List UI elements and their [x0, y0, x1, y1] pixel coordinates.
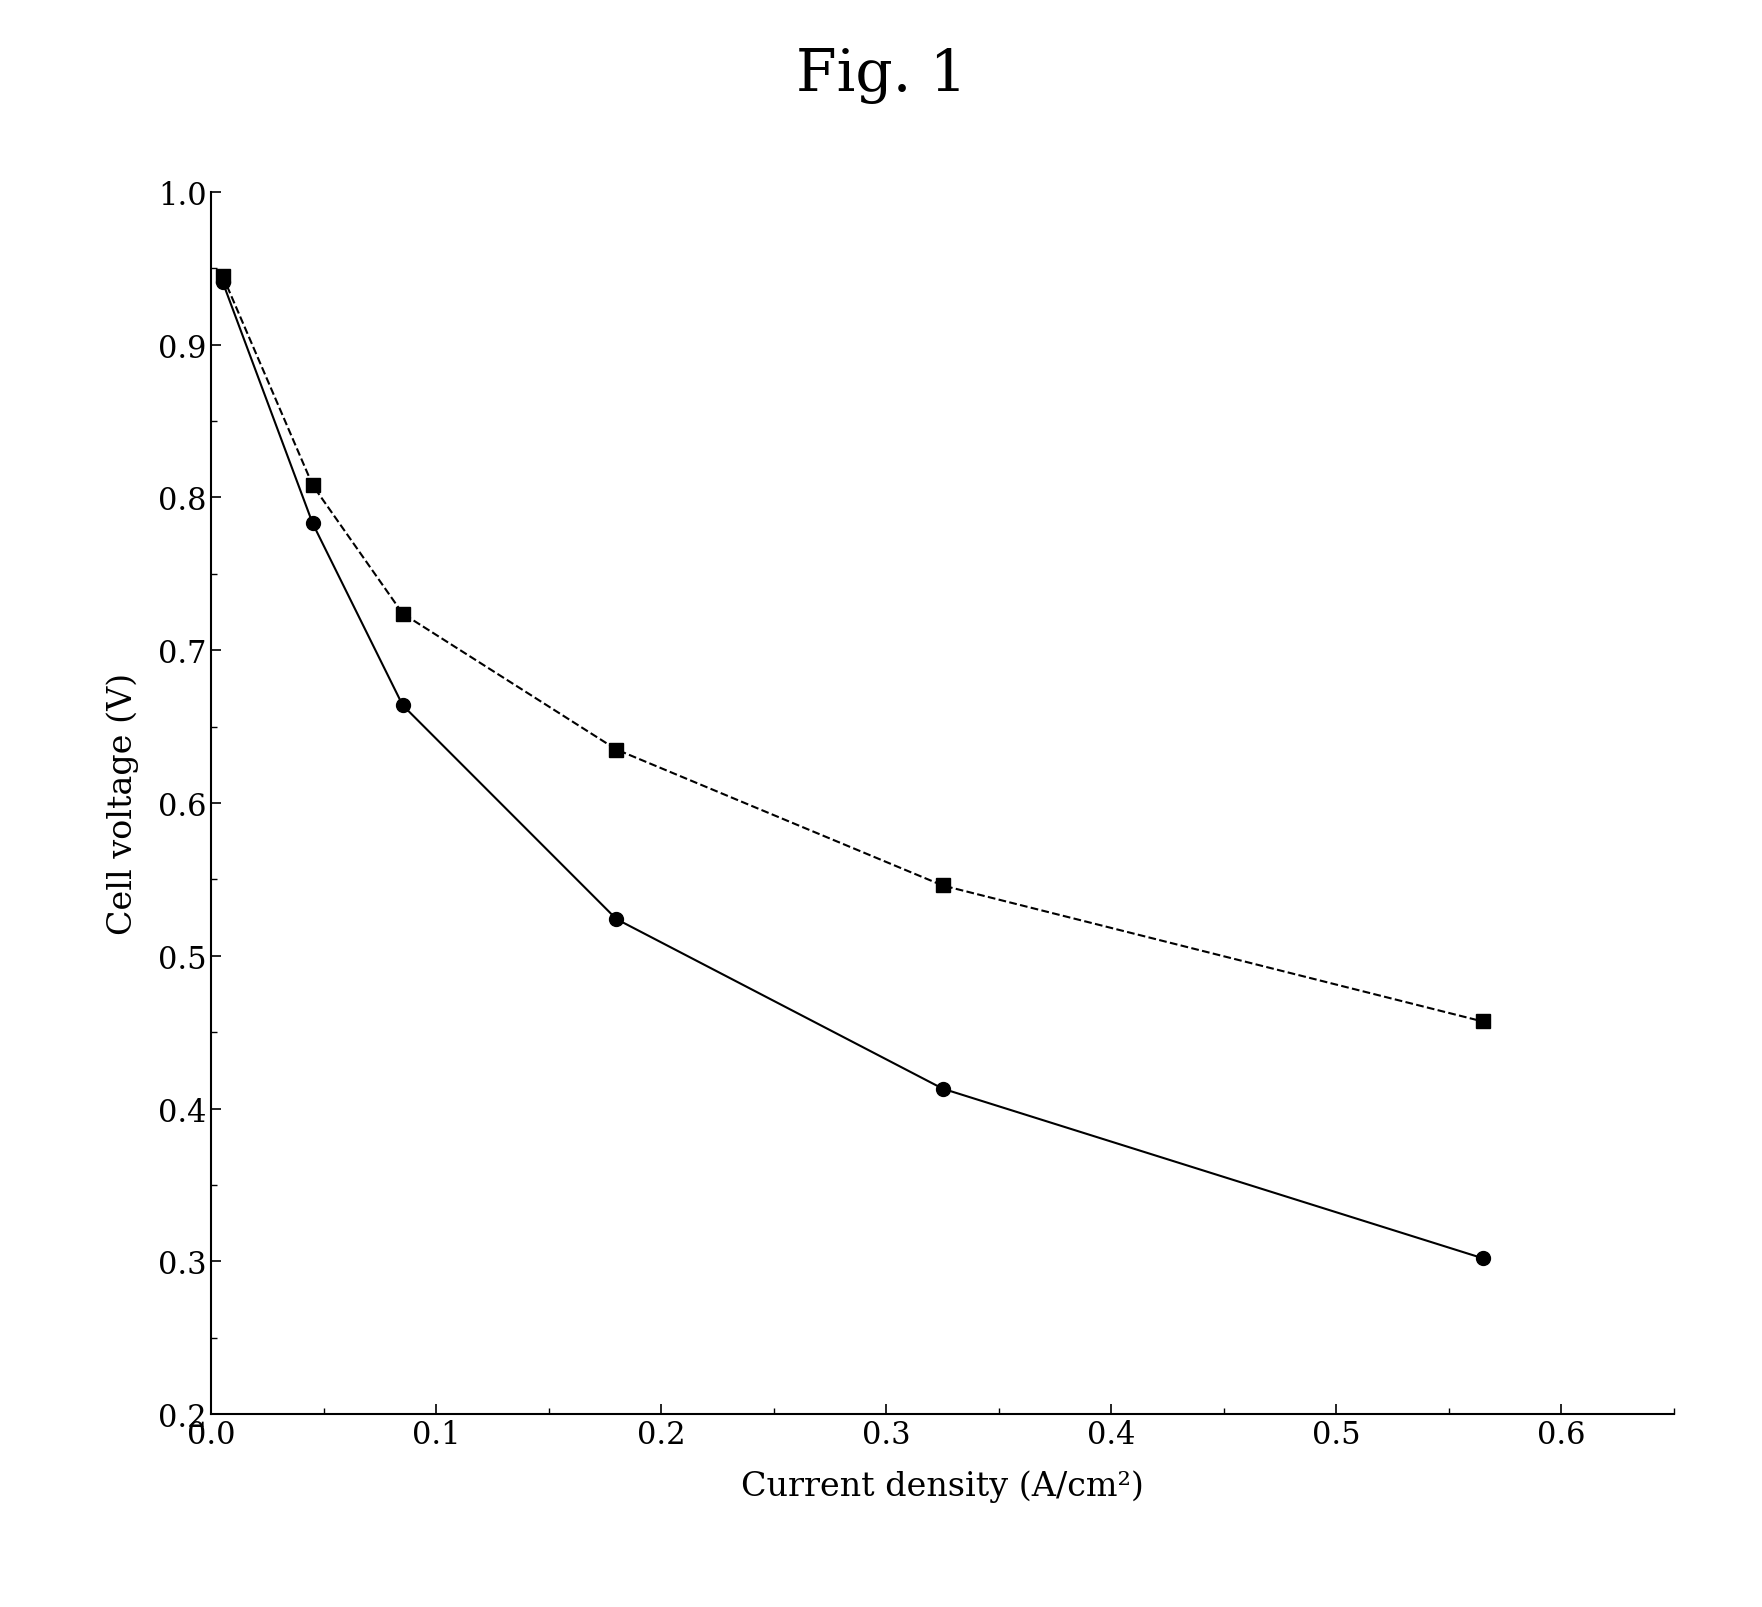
Text: Fig. 1: Fig. 1 — [796, 48, 966, 104]
Y-axis label: Cell voltage (V): Cell voltage (V) — [106, 672, 139, 935]
X-axis label: Current density (A/cm²): Current density (A/cm²) — [742, 1469, 1144, 1503]
